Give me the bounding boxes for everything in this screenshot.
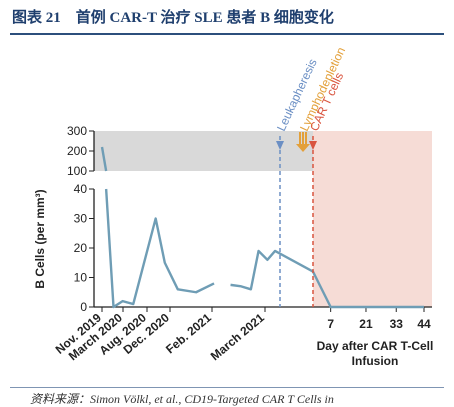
x-tick-label: 21 xyxy=(359,317,373,331)
x-tick-label: 44 xyxy=(417,317,431,331)
event-arrow xyxy=(296,144,310,152)
x-axis-label-line1: Day after CAR T-Cell xyxy=(317,339,434,353)
y-tick-label: 20 xyxy=(74,241,88,255)
y-tick-label: 200 xyxy=(67,144,87,158)
event-arrow xyxy=(309,141,317,150)
x-tick-label: Feb. 2021 xyxy=(163,310,214,356)
y-axis-label: B Cells (per mm³) xyxy=(33,189,47,288)
x-tick-label: 33 xyxy=(390,317,404,331)
source-note: 资料来源：Simon Völkl, et al., CD19-Targeted … xyxy=(30,392,334,406)
y-tick-label: 30 xyxy=(74,212,88,226)
source-divider xyxy=(10,387,444,388)
post-infusion-shade xyxy=(313,131,432,307)
title-bar: 图表 21 首例 CAR-T 治疗 SLE 患者 B 细胞变化 xyxy=(0,0,454,40)
x-tick-label: 7 xyxy=(327,317,334,331)
y-tick-label: 0 xyxy=(80,300,87,314)
y-tick-label: 10 xyxy=(74,271,88,285)
title-divider xyxy=(10,33,444,35)
x-tick-label: March 2021 xyxy=(208,310,267,363)
y-tick-label: 300 xyxy=(67,124,87,138)
event-arrow xyxy=(276,141,284,150)
page-title: 图表 21 首例 CAR-T 治疗 SLE 患者 B 细胞变化 xyxy=(12,10,334,26)
y-tick-label: 100 xyxy=(67,164,87,178)
y-tick-label: 40 xyxy=(74,182,88,196)
x-axis-label-line2: Infusion xyxy=(352,354,399,368)
data-series-line-1 xyxy=(104,188,215,309)
data-series-line-0 xyxy=(100,146,108,172)
